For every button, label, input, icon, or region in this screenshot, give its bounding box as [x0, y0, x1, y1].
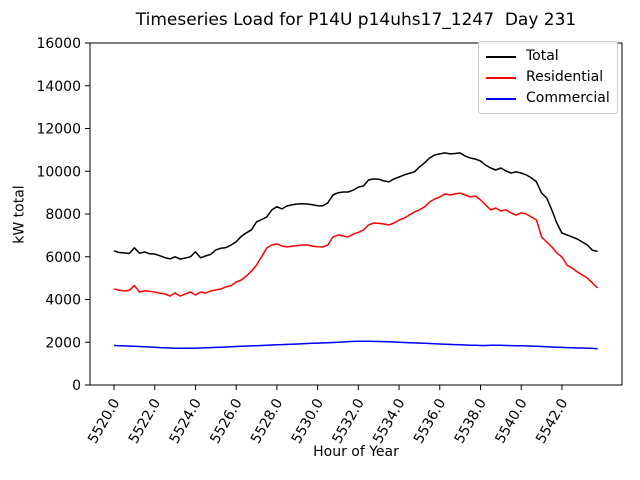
y-tick-label: 16000 [36, 36, 81, 52]
series-line-commercial [113, 340, 598, 350]
x-tick-label: 5540.0 [492, 396, 530, 446]
legend: Total Residential Commercial [478, 41, 618, 114]
x-tick-label: 5522.0 [126, 396, 164, 446]
series-line-total [113, 152, 598, 260]
legend-item-commercial: Commercial [486, 88, 610, 109]
legend-line-sample [486, 55, 516, 58]
legend-line-sample [486, 97, 516, 100]
y-tick-label: 0 [72, 378, 81, 394]
x-tick-label: 5520.0 [85, 396, 123, 446]
legend-label: Commercial [526, 90, 610, 106]
legend-line-sample [486, 76, 516, 79]
x-tick-label: 5530.0 [289, 396, 327, 446]
x-axis-label: Hour of Year [313, 444, 399, 460]
x-tick-label: 5536.0 [411, 396, 449, 446]
y-tick-label: 14000 [36, 79, 81, 95]
y-tick-label: 6000 [45, 250, 81, 266]
legend-item-residential: Residential [486, 67, 610, 88]
legend-label: Residential [526, 69, 604, 85]
y-tick-label: 4000 [45, 293, 81, 309]
chart-title: Timeseries Load for P14U p14uhs17_1247 D… [135, 10, 577, 30]
y-axis-label: kW total [11, 185, 28, 244]
legend-label: Total [526, 48, 559, 64]
y-tick-label: 12000 [36, 122, 81, 138]
x-tick-label: 5532.0 [329, 396, 367, 446]
x-tick-label: 5524.0 [167, 396, 205, 446]
x-tick-label: 5526.0 [207, 396, 245, 446]
x-tick-label: 5528.0 [248, 396, 286, 446]
x-tick-label: 5538.0 [452, 396, 490, 446]
x-tick-label: 5534.0 [370, 396, 408, 446]
y-tick-label: 2000 [45, 335, 81, 351]
x-tick-label: 5542.0 [533, 396, 571, 446]
y-tick-label: 10000 [36, 164, 81, 180]
legend-item-total: Total [486, 46, 610, 67]
series-line-residential [113, 192, 599, 297]
y-tick-label: 8000 [45, 207, 81, 223]
